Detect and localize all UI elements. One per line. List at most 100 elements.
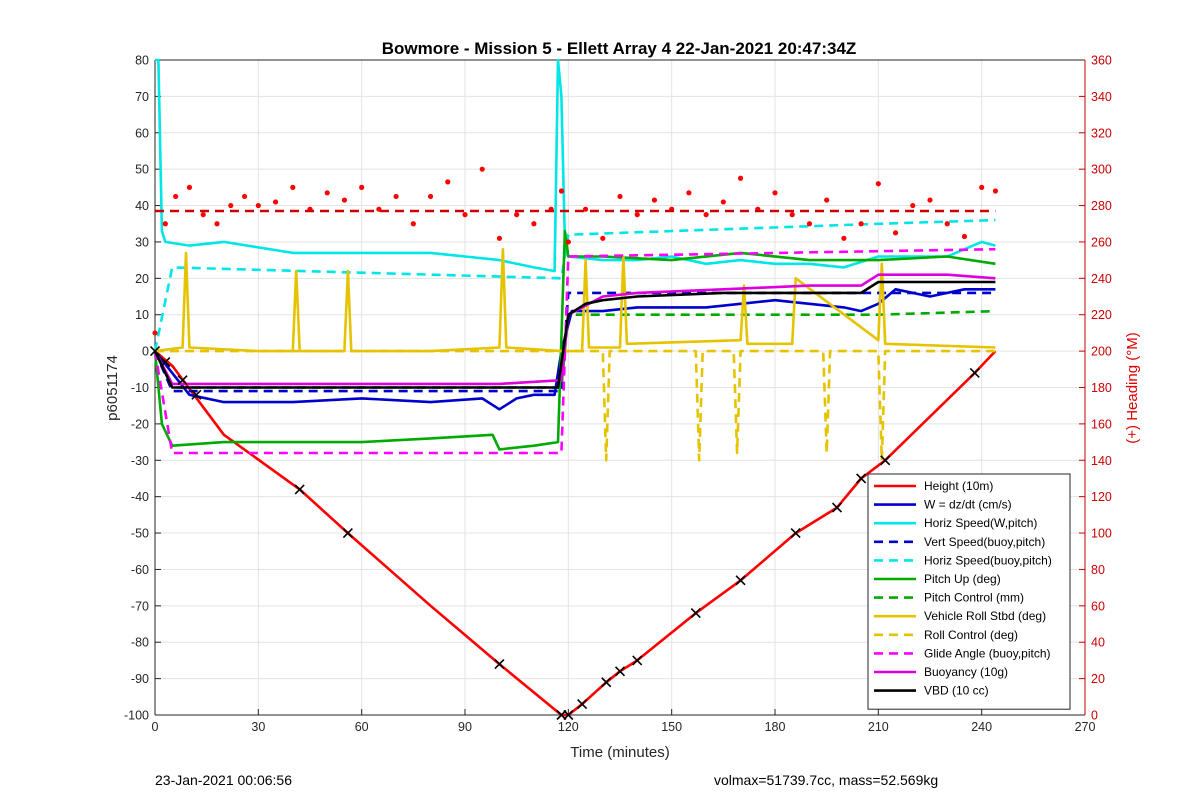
- series-point-heading-m: [290, 184, 296, 190]
- legend-label: W = dz/dt (cm/s): [924, 498, 1012, 512]
- legend-label: Glide Angle (buoy,pitch): [924, 646, 1051, 660]
- y2-tick-label: 340: [1091, 90, 1112, 104]
- y2-tick-label: 260: [1091, 235, 1112, 249]
- series-point-heading-m: [341, 197, 348, 203]
- series-point-heading-m: [720, 199, 726, 205]
- y-tick-label: -80: [131, 636, 149, 650]
- y-tick-label: -20: [131, 417, 149, 431]
- series-point-heading-m: [272, 199, 279, 205]
- series-point-heading-m: [565, 239, 571, 245]
- y-tick-label: -30: [131, 454, 149, 468]
- height-marker: [563, 709, 574, 721]
- legend-label: Pitch Up (deg): [924, 572, 1001, 586]
- series-point-heading-m: [214, 221, 220, 227]
- legend: Height (10m) W = dz/dt (cm/s) Horiz Speed(…: [867, 473, 1071, 710]
- y2-tick-label: 60: [1091, 599, 1105, 613]
- y-tick-label: -100: [124, 709, 149, 723]
- y2-tick-label: 140: [1091, 454, 1112, 468]
- series-point-heading-m: [979, 184, 985, 190]
- y-tick-label: -10: [131, 381, 149, 395]
- x-tick-label: 0: [152, 720, 159, 734]
- y-tick-label: 30: [135, 235, 149, 249]
- footer-timestamp: 23-Jan-2021 00:06:56: [155, 772, 292, 788]
- height-marker: [690, 608, 701, 619]
- x-tick-label: 210: [868, 720, 889, 734]
- height-marker: [831, 502, 843, 513]
- y-tick-label: -70: [131, 599, 149, 613]
- series-point-heading-m: [858, 221, 864, 227]
- series-point-heading-m: [200, 212, 206, 218]
- y2-tick-label: 20: [1091, 672, 1105, 686]
- series-point-heading-m: [582, 206, 589, 212]
- series-point-heading-m: [875, 181, 881, 187]
- y2-tick-label: 300: [1091, 163, 1112, 177]
- series-point-heading-m: [186, 184, 193, 190]
- y-tick-label: 40: [135, 199, 149, 213]
- y2-tick-label: 360: [1091, 54, 1112, 68]
- series-point-heading-m: [600, 235, 606, 241]
- series-point-heading-m: [961, 233, 968, 240]
- footer-volmax-mass: volmax=51739.7cc, mass=52.569kg: [714, 772, 939, 788]
- series-point-heading-m: [558, 188, 565, 194]
- series-point-heading-m: [737, 175, 744, 181]
- height-marker: [601, 677, 612, 688]
- series-point-heading-m: [806, 221, 813, 227]
- series-point-heading-m: [651, 197, 658, 203]
- x-tick-label: 240: [971, 720, 992, 734]
- height-marker: [856, 473, 867, 484]
- series-point-heading-m: [445, 179, 451, 185]
- y2-tick-label: 100: [1091, 527, 1112, 541]
- height-markers: [149, 346, 980, 721]
- series-point-heading-m: [228, 202, 234, 209]
- y-tick-label: 20: [135, 272, 149, 286]
- y2-axis-label: (+) Heading (°M): [1124, 332, 1141, 443]
- x-tick-label: 90: [458, 720, 472, 734]
- y-tick-label: 60: [135, 126, 149, 140]
- series-point-heading-m: [162, 221, 168, 227]
- series-line-horiz-speed-w-pitch: [155, 58, 996, 273]
- y2-tick-label: 0: [1091, 709, 1098, 723]
- series-line-w-dz-dt-cm-s: [153, 287, 996, 411]
- y2-tick-label: 280: [1091, 199, 1112, 213]
- series-point-heading-m: [992, 188, 999, 194]
- height-marker: [735, 575, 746, 586]
- y-tick-label: -60: [131, 563, 149, 577]
- series-point-heading-m: [634, 212, 640, 218]
- plot-series: [152, 58, 999, 717]
- axes: 0 30 60 90 120 150 180 210 240 270-100-90-80-70-6…: [124, 54, 1112, 735]
- legend-label: VBD (10 cc): [924, 684, 989, 698]
- y-tick-label: 10: [135, 308, 149, 322]
- y2-tick-label: 120: [1091, 490, 1112, 504]
- series-point-heading-m: [841, 235, 847, 241]
- y2-tick-label: 80: [1091, 563, 1105, 577]
- chart-title: Bowmore - Mission 5 - Ellett Array 4 22-…: [382, 39, 857, 58]
- series-point-heading-m: [892, 230, 899, 236]
- legend-label: Horiz Speed(W,pitch): [924, 516, 1037, 530]
- legend-label: Vert Speed(buoy,pitch): [924, 535, 1045, 549]
- y-tick-label: 0: [142, 345, 149, 359]
- legend-label: Vehicle Roll Stbd (deg): [924, 609, 1046, 623]
- series-point-heading-m: [173, 193, 179, 200]
- series-point-heading-m: [462, 212, 468, 218]
- x-tick-label: 150: [661, 720, 682, 734]
- series-line-pitch-control-mm: [153, 309, 996, 389]
- series-point-heading-m: [324, 190, 330, 196]
- y-tick-label: -90: [131, 672, 149, 686]
- series-point-heading-m: [531, 221, 537, 227]
- x-tick-label: 270: [1075, 720, 1096, 734]
- series-point-heading-m: [427, 193, 434, 200]
- series-line-horiz-speed-buoy-pitch: [153, 218, 996, 352]
- series-line-buoyancy-10g: [153, 273, 996, 386]
- height-marker: [494, 658, 505, 670]
- x-tick-label: 120: [558, 720, 579, 734]
- height-marker: [294, 484, 305, 495]
- series-line-vbd-10-cc: [153, 280, 996, 389]
- series-point-heading-m: [152, 330, 158, 336]
- series-point-heading-m: [772, 190, 778, 196]
- y2-tick-label: 220: [1091, 308, 1112, 322]
- height-marker: [969, 367, 980, 379]
- height-marker: [191, 389, 202, 400]
- y2-tick-label: 180: [1091, 381, 1112, 395]
- height-marker: [632, 655, 643, 666]
